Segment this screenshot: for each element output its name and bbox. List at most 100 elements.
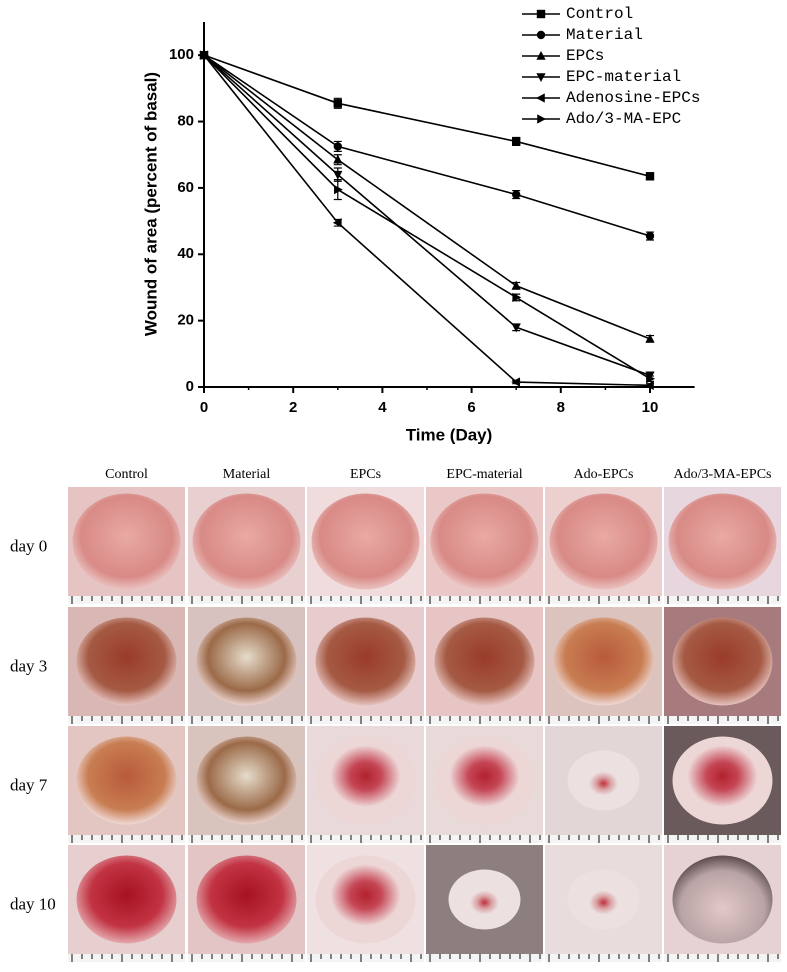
marker	[645, 172, 655, 181]
row-label: day 10	[10, 894, 56, 913]
wound	[76, 855, 177, 944]
wound	[76, 617, 177, 706]
y-axis-label: Wound of area (percent of basal)	[141, 72, 160, 336]
column-label: Material	[223, 467, 271, 482]
ruler	[426, 835, 543, 843]
marker	[645, 333, 655, 343]
marker	[333, 154, 343, 164]
marker	[333, 170, 343, 180]
marker	[536, 73, 546, 83]
ruler	[307, 835, 424, 843]
ruler	[426, 596, 543, 604]
series-line	[203, 54, 651, 178]
wound	[668, 493, 777, 590]
ruler	[664, 716, 781, 724]
wound	[196, 617, 297, 706]
wound	[430, 493, 539, 590]
wound	[196, 855, 297, 944]
series-line	[203, 54, 651, 340]
ruler	[545, 596, 662, 604]
wound	[315, 855, 416, 944]
marker	[332, 218, 342, 228]
line-chart: 0 20 40 60 80 100 0 2 4 6 8 10 Control Material EPCs EP…	[169, 5, 700, 416]
ruler	[68, 716, 185, 724]
marker	[535, 93, 545, 103]
marker	[333, 99, 342, 108]
column-label: Ado/3-MA-EPCs	[673, 467, 771, 482]
ruler	[545, 954, 662, 962]
ruler	[307, 716, 424, 724]
marker	[512, 137, 521, 146]
wound	[553, 617, 654, 706]
x-tick-label: 2	[289, 399, 297, 416]
ruler	[307, 954, 424, 962]
x-tick-label: 10	[642, 399, 659, 416]
series-line	[203, 54, 651, 237]
wound	[76, 736, 177, 825]
row-label: day 7	[10, 775, 48, 794]
x-tick-label: 4	[378, 399, 387, 416]
ruler	[426, 716, 543, 724]
marker	[644, 380, 654, 390]
x-axis-label: Time (Day)	[406, 425, 493, 444]
marker	[333, 142, 342, 151]
legend-label: EPCs	[566, 47, 604, 65]
marker	[536, 9, 546, 19]
ruler	[664, 835, 781, 843]
y-tick-label: 0	[186, 378, 194, 395]
series-line	[203, 54, 651, 377]
row-label: day 0	[10, 536, 47, 555]
ruler	[68, 954, 185, 962]
wound	[311, 493, 420, 590]
ruler	[188, 596, 305, 604]
wound	[567, 869, 640, 930]
column-label: EPC-material	[446, 467, 522, 482]
ruler	[545, 835, 662, 843]
row-label: day 3	[10, 656, 47, 675]
photo-grid: Control Material EPCs EPC-material Ado-EPCs A…	[10, 467, 781, 962]
wound	[672, 736, 773, 825]
ruler	[188, 954, 305, 962]
wound	[196, 736, 297, 825]
column-label: EPCs	[350, 467, 381, 482]
ruler	[426, 954, 543, 962]
wound	[567, 750, 640, 811]
wound	[192, 493, 301, 590]
x-tick-label: 0	[200, 399, 208, 416]
legend-label: Ado/3-MA-EPC	[566, 110, 681, 128]
marker	[511, 280, 521, 290]
legend-label: Control	[566, 5, 633, 23]
x-tick-label: 8	[557, 399, 565, 416]
series-line	[203, 54, 651, 387]
marker	[512, 292, 522, 303]
wound	[672, 855, 773, 944]
marker	[645, 231, 655, 241]
ruler	[68, 596, 185, 604]
wound	[549, 493, 658, 590]
ruler	[545, 716, 662, 724]
ruler	[664, 954, 781, 962]
ruler	[68, 835, 185, 843]
legend-label: EPC-material	[566, 68, 681, 86]
wound	[672, 617, 773, 706]
wound	[448, 869, 521, 930]
y-tick-label: 100	[169, 46, 194, 63]
ruler	[664, 596, 781, 604]
marker	[512, 190, 521, 199]
wound	[72, 493, 181, 590]
wound	[434, 617, 535, 706]
column-label: Ado-EPCs	[574, 467, 634, 482]
y-tick-label: 20	[177, 312, 194, 329]
y-tick-label: 80	[177, 113, 194, 130]
marker	[200, 50, 210, 60]
wound	[315, 617, 416, 706]
marker	[536, 30, 546, 40]
marker	[646, 374, 656, 384]
x-tick-label: 6	[467, 399, 475, 416]
marker	[511, 323, 521, 333]
y-tick-label: 60	[177, 179, 194, 196]
legend-label: Material	[566, 26, 643, 44]
marker	[537, 114, 547, 124]
wound	[434, 736, 535, 825]
